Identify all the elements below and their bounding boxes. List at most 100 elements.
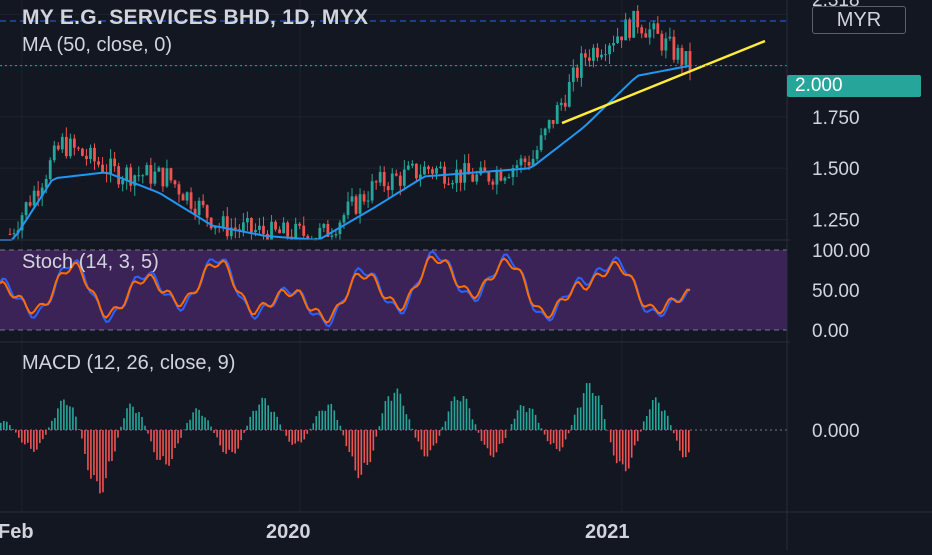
macd-bar [478, 430, 480, 433]
candle-body [572, 68, 575, 82]
macd-bar [613, 430, 615, 456]
macd-bar [90, 430, 92, 479]
candle-body [178, 184, 181, 194]
macd-bar [523, 406, 525, 430]
macd-bar [45, 430, 47, 435]
candle-body [371, 181, 374, 200]
stoch-tick-label: 0.00 [812, 321, 849, 342]
macd-bar [370, 430, 372, 462]
candle-body [536, 150, 539, 159]
ma-legend[interactable]: MA (50, close, 0) [22, 34, 172, 57]
macd-bar [27, 430, 29, 443]
macd-bar [147, 430, 149, 434]
candle-body [387, 186, 390, 190]
candle-body [584, 53, 587, 57]
macd-bar [6, 422, 8, 430]
macd-bar [132, 407, 134, 430]
macd-bar [51, 421, 53, 430]
macd-bar [171, 430, 173, 459]
candle-body [660, 34, 663, 51]
macd-bar [568, 430, 570, 433]
macd-bar [123, 418, 125, 430]
macd-bar [72, 407, 74, 430]
candle-body [455, 170, 458, 184]
macd-bar [601, 405, 603, 430]
macd-bar [75, 417, 77, 430]
macd-bar [580, 407, 582, 430]
macd-bar [219, 430, 221, 445]
macd-bar [162, 430, 164, 456]
macd-bar [382, 413, 384, 430]
macd-bar [679, 430, 681, 451]
macd-bar [324, 411, 326, 430]
macd-bar [658, 403, 660, 430]
candle-body [343, 215, 346, 222]
macd-bar [330, 404, 332, 430]
candle-body [166, 168, 169, 186]
price-tick-label: 1.750 [812, 108, 860, 129]
currency-button[interactable]: MYR [812, 6, 906, 34]
macd-bar [246, 426, 248, 430]
macd-bar [520, 405, 522, 430]
macd-legend[interactable]: MACD (12, 26, close, 9) [22, 352, 235, 375]
macd-bar [249, 417, 251, 430]
macd-bar [228, 430, 230, 450]
macd-bar [457, 400, 459, 430]
candle-body [53, 146, 56, 161]
macd-bar [418, 430, 420, 441]
candle-body [13, 233, 16, 234]
macd-bar [18, 430, 20, 438]
candle-body [137, 175, 140, 176]
candle-body [170, 168, 173, 180]
macd-bar [622, 430, 624, 464]
macd-bar [640, 430, 642, 432]
candle-body [121, 180, 124, 184]
macd-bar [285, 430, 287, 436]
macd-bar [652, 400, 654, 430]
macd-bar [415, 430, 417, 438]
candle-body [29, 202, 32, 205]
macd-bar [81, 430, 83, 439]
macd-bar [559, 430, 561, 451]
candle-body [190, 192, 193, 208]
macd-bar [60, 401, 62, 430]
macd-bar [529, 408, 531, 430]
macd-pane[interactable] [0, 383, 787, 493]
candle-body [528, 162, 531, 166]
macd-bar [571, 425, 573, 430]
candle-body [69, 139, 72, 157]
candle-body [431, 169, 434, 174]
macd-bar [364, 430, 366, 463]
macd-bar [105, 430, 107, 478]
macd-bar [39, 430, 41, 443]
macd-bar [108, 430, 110, 461]
macd-bar [490, 430, 492, 456]
macd-bar [207, 420, 209, 430]
stoch-legend[interactable]: Stoch (14, 3, 5) [22, 251, 159, 274]
candle-body [282, 223, 285, 234]
macd-bar [502, 430, 504, 443]
candle-body [81, 149, 84, 156]
candle-body [556, 105, 559, 124]
macd-bar [237, 430, 239, 449]
macd-bar [352, 430, 354, 456]
macd-bar [595, 396, 597, 430]
macd-bar [327, 405, 329, 430]
current-price-tag: 2.000 [787, 75, 921, 97]
candle-body [516, 165, 519, 168]
macd-bar [607, 430, 609, 431]
macd-bar [138, 412, 140, 430]
macd-bar [159, 430, 161, 460]
macd-bar [315, 416, 317, 430]
macd-bar [195, 408, 197, 430]
macd-axis[interactable]: 0.000 [812, 421, 860, 442]
macd-bar [339, 426, 341, 430]
macd-bar [153, 430, 155, 452]
macd-bar [180, 430, 182, 438]
candle-body [210, 218, 213, 229]
candle-body [93, 148, 96, 162]
macd-bar [409, 419, 411, 430]
macd-bar [24, 430, 26, 444]
